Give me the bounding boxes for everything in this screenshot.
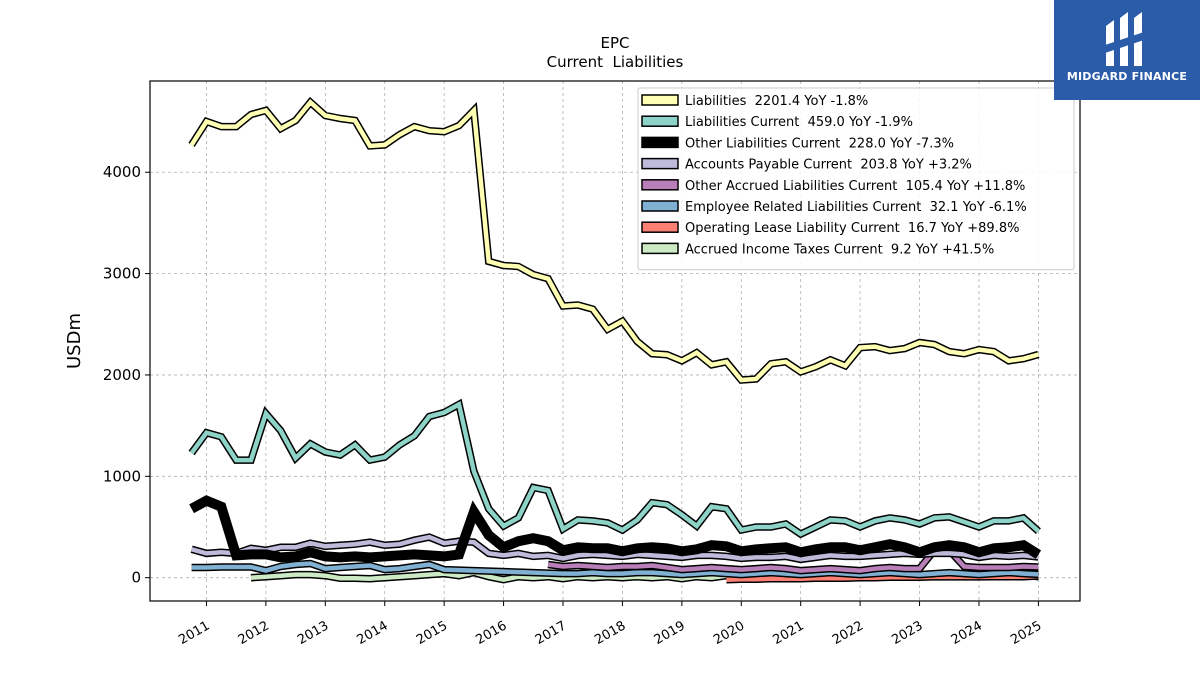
x-tick-label: 2013 <box>295 618 331 648</box>
x-tick-label: 2021 <box>771 618 807 648</box>
legend-swatch <box>641 200 679 212</box>
y-axis-label: USDm <box>64 313 85 369</box>
legend: Liabilities 2201.4 YoY -1.8% Liabilities … <box>637 87 1075 271</box>
legend-label: Other Liabilities Current 228.0 YoY -7.3… <box>685 136 954 151</box>
y-tick-label: 4000 <box>103 163 141 181</box>
series-line <box>189 400 1040 537</box>
x-tick-label: 2018 <box>592 618 628 648</box>
x-tick-label: 2023 <box>889 618 925 648</box>
series-line-1 <box>188 398 1041 539</box>
series-line-0 <box>188 96 1040 384</box>
series-line-2 <box>189 495 1042 563</box>
legend-swatch <box>641 179 679 191</box>
legend-item: Employee Related Liabilities Current 32.… <box>641 200 1027 215</box>
x-tick-label: 2019 <box>652 618 688 648</box>
legend-label: Operating Lease Liability Current 16.7 Y… <box>685 221 1019 236</box>
plot-series <box>188 96 1042 584</box>
legend-item: Other Accrued Liabilities Current 105.4 … <box>641 179 1025 194</box>
legend-label: Other Accrued Liabilities Current 105.4 … <box>685 179 1025 194</box>
x-tick-label: 2020 <box>711 618 747 648</box>
logo-mark-icon <box>1102 12 1150 66</box>
legend-label: Accounts Payable Current 203.8 YoY +3.2% <box>685 158 972 173</box>
brand-logo: MIDGARD FINANCE <box>1054 0 1200 100</box>
plot-frame <box>149 80 1081 602</box>
legend-label: Accrued Income Taxes Current 9.2 YoY +41… <box>685 242 994 257</box>
legend-label: Liabilities Current 459.0 YoY -1.9% <box>685 115 913 130</box>
series-line <box>189 99 1040 383</box>
chart-subtitle: Current Liabilities <box>547 53 684 71</box>
series-line <box>189 495 1042 563</box>
legend-box <box>637 87 1075 271</box>
legend-item: Other Liabilities Current 228.0 YoY -7.3… <box>641 136 954 151</box>
legend-swatch <box>641 136 679 149</box>
y-tick-label: 3000 <box>103 265 141 283</box>
legend-item: Liabilities 2201.4 YoY -1.8% <box>641 94 868 109</box>
y-tick-label: 1000 <box>103 467 141 485</box>
x-tick-label: 2014 <box>355 618 391 648</box>
series-line-outline <box>188 398 1041 539</box>
series-line <box>191 534 1039 562</box>
y-tick-label: 0 <box>131 569 141 587</box>
x-tick-label: 2024 <box>949 618 985 648</box>
legend-item: Operating Lease Liability Current 16.7 Y… <box>641 221 1019 236</box>
legend-item: Accounts Payable Current 203.8 YoY +3.2% <box>641 157 972 173</box>
x-tick-label: 2015 <box>414 618 450 648</box>
x-tick-label: 2017 <box>533 618 569 648</box>
legend-swatch <box>641 115 679 127</box>
series-line <box>547 548 1039 573</box>
series-line-5 <box>191 559 1039 579</box>
series-line-3 <box>190 533 1039 564</box>
x-tick-label: 2025 <box>1008 618 1044 648</box>
x-tick-label: 2016 <box>473 618 509 648</box>
x-tick-label: 2011 <box>176 618 212 648</box>
legend-item: Accrued Income Taxes Current 9.2 YoY +41… <box>641 242 994 257</box>
chart-title: EPC <box>601 34 630 52</box>
series-line <box>191 561 1039 577</box>
legend-label: Liabilities 2201.4 YoY -1.8% <box>685 94 868 109</box>
legend-swatch <box>641 94 679 106</box>
y-tick-label: 2000 <box>103 366 141 384</box>
legend-swatch <box>641 157 679 170</box>
logo-text: MIDGARD FINANCE <box>1066 70 1188 83</box>
legend-swatch <box>641 221 679 233</box>
x-tick-label: 2022 <box>830 618 866 648</box>
legend-item: Liabilities Current 459.0 YoY -1.9% <box>641 115 913 130</box>
x-tick-label: 2012 <box>236 618 272 648</box>
legend-swatch <box>641 242 679 255</box>
series-line-4 <box>547 546 1039 575</box>
legend-label: Employee Related Liabilities Current 32.… <box>685 200 1027 215</box>
